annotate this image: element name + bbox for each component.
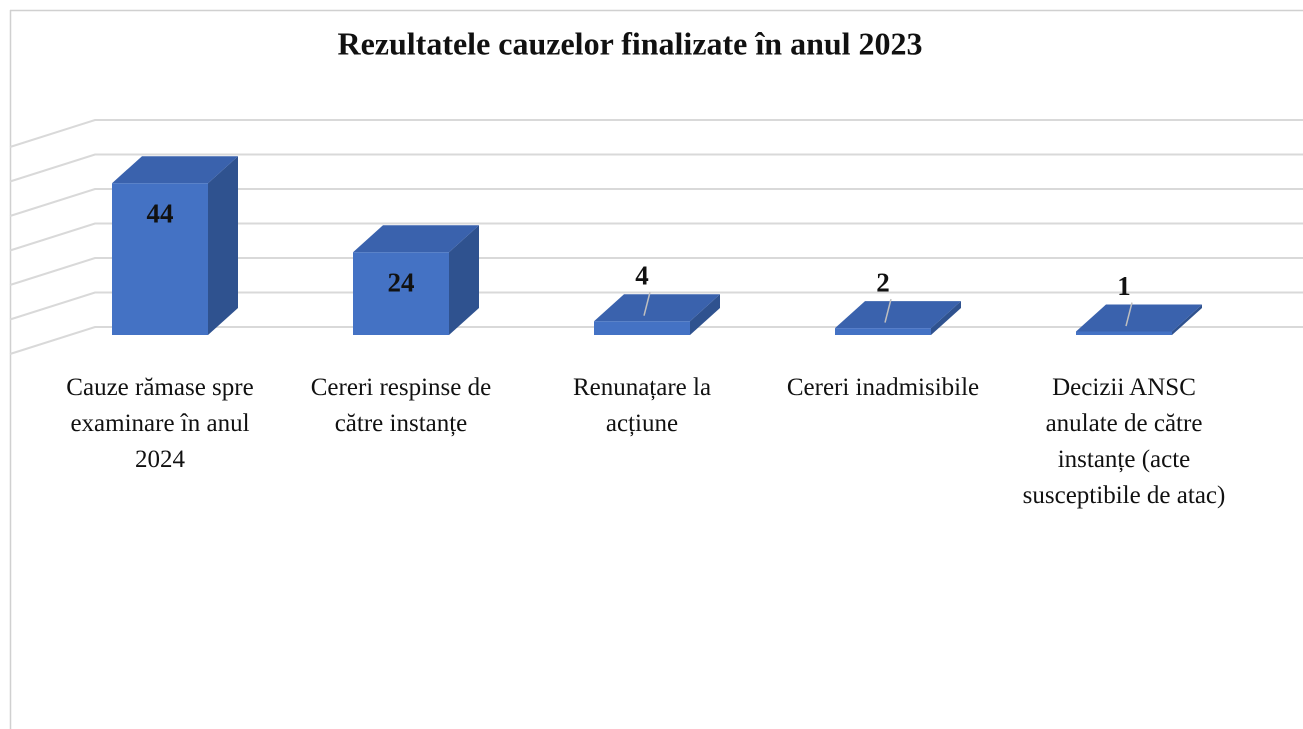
- chart-title: Rezultatele cauzelor finalizate în anul …: [337, 25, 922, 61]
- bar-top: [353, 225, 479, 253]
- data-label: 24: [388, 267, 415, 297]
- grid-line: [9, 222, 1303, 252]
- grid-line: [9, 153, 1303, 183]
- bar-top: [835, 301, 961, 329]
- bar-front: [835, 328, 931, 335]
- bar: [835, 301, 961, 335]
- bar-side: [690, 294, 720, 335]
- x-tick-label: Cereri respinse de către instanțe: [310, 374, 492, 437]
- leader-line: [643, 292, 651, 316]
- leader-line: [1125, 302, 1133, 327]
- bar-front: [353, 252, 449, 335]
- grid-line: [9, 188, 1303, 217]
- data-label: 2: [876, 267, 890, 297]
- x-tick-label: Cauze rămase spre examinare în anul 2024: [66, 374, 254, 473]
- leader-line: [884, 298, 892, 323]
- bar-front: [112, 183, 208, 335]
- x-tick-label: Decizii ANSC anulate de către instanțe (…: [1022, 374, 1226, 509]
- bar: [353, 225, 479, 335]
- x-tick-label: Cereri inadmisibile: [786, 374, 980, 401]
- grid-line: [9, 291, 1303, 321]
- bar-side: [931, 301, 961, 335]
- bar: [1076, 304, 1202, 335]
- bar-side: [449, 225, 479, 335]
- grid-line: [9, 119, 1303, 148]
- bar: [594, 294, 720, 335]
- bar-front: [1076, 331, 1172, 335]
- bar: [112, 156, 238, 335]
- data-label: 4: [635, 260, 649, 290]
- bar-side: [1172, 304, 1202, 335]
- x-tick-label: Renunațare la acțiune: [572, 374, 712, 437]
- bar-top: [112, 156, 238, 184]
- bar-front: [594, 321, 690, 335]
- data-label: 44: [147, 198, 174, 228]
- grid-line: [9, 257, 1303, 286]
- data-label: 1: [1117, 271, 1131, 301]
- bar-top: [1076, 304, 1202, 332]
- bar-top: [594, 294, 720, 322]
- bar-side: [208, 156, 238, 335]
